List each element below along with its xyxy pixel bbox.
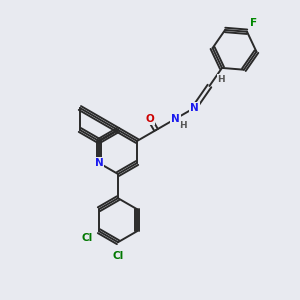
Text: N: N <box>171 114 179 124</box>
Text: H: H <box>218 75 225 84</box>
Text: N: N <box>94 158 103 168</box>
Text: Cl: Cl <box>112 251 124 261</box>
Text: H: H <box>179 121 187 130</box>
Text: O: O <box>145 114 154 124</box>
Text: N: N <box>190 103 199 113</box>
Text: Cl: Cl <box>81 233 92 243</box>
Text: F: F <box>250 18 257 28</box>
